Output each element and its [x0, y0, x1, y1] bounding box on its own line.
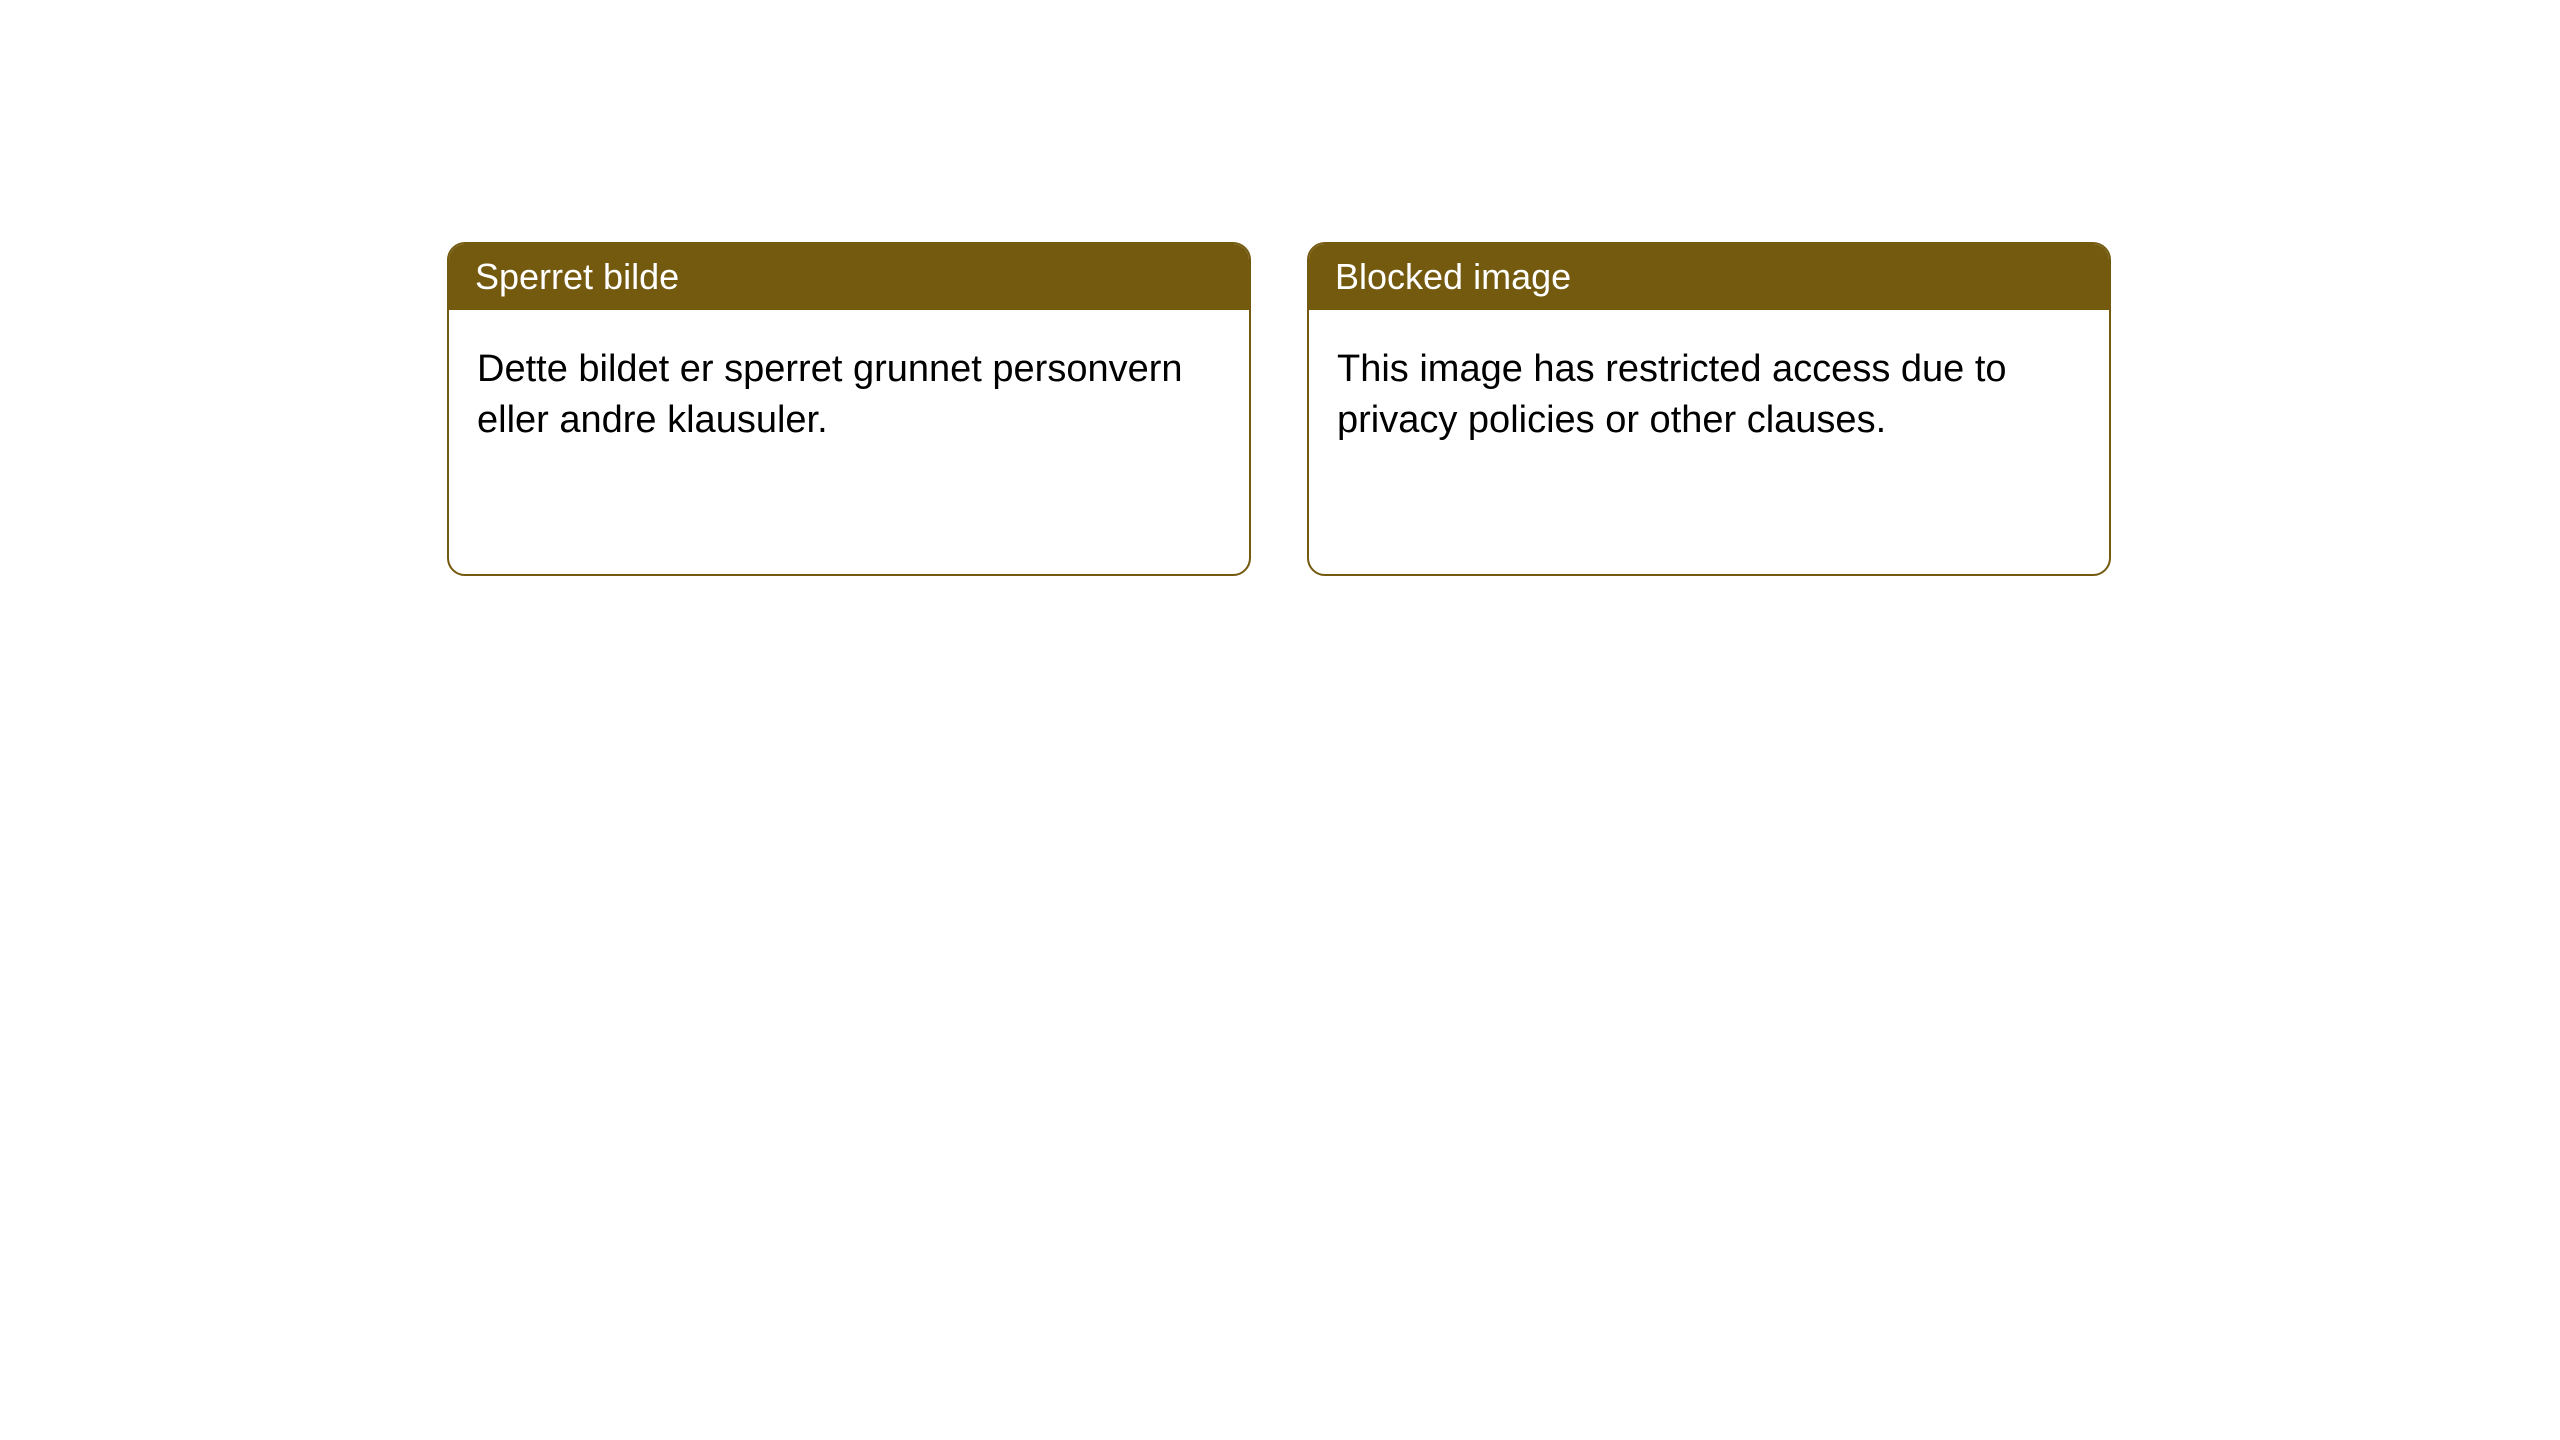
notice-container: Sperret bilde Dette bildet er sperret gr… [0, 0, 2560, 576]
notice-body-norwegian: Dette bildet er sperret grunnet personve… [449, 310, 1249, 481]
notice-box-english: Blocked image This image has restricted … [1307, 242, 2111, 576]
notice-header-english: Blocked image [1309, 244, 2109, 310]
notice-box-norwegian: Sperret bilde Dette bildet er sperret gr… [447, 242, 1251, 576]
notice-body-english: This image has restricted access due to … [1309, 310, 2109, 481]
notice-header-norwegian: Sperret bilde [449, 244, 1249, 310]
